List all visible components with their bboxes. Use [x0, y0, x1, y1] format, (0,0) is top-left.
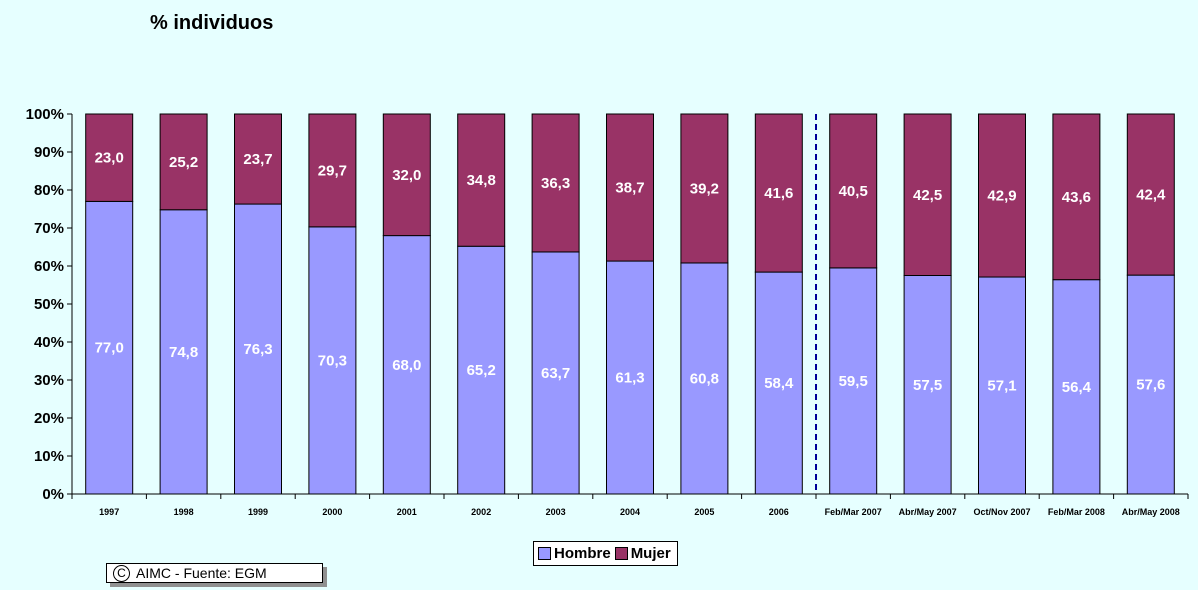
- value-label-mujer: 40,5: [839, 183, 868, 200]
- copyright-text: AIMC - Fuente: EGM: [136, 565, 267, 581]
- bar-hombre: [85, 200, 134, 495]
- value-label-mujer: 42,5: [913, 187, 942, 204]
- y-tick-label: 70%: [34, 220, 64, 237]
- value-label-hombre: 61,3: [615, 370, 644, 387]
- value-label-hombre: 74,8: [169, 344, 198, 361]
- value-label-hombre: 57,6: [1136, 377, 1165, 394]
- value-label-mujer: 23,7: [243, 151, 272, 168]
- y-tick-label: 90%: [34, 144, 64, 161]
- chart-title: % individuos: [150, 12, 274, 34]
- chart-axes: 0% 10% 20% 30% 40% 50% 60% 70% 80% 90% 100%: [26, 106, 1189, 503]
- legend-swatch-mujer: [614, 547, 628, 560]
- value-label-hombre: 57,1: [987, 378, 1016, 395]
- value-label-mujer: 36,3: [541, 175, 570, 192]
- y-tick-label: 0%: [42, 486, 64, 503]
- value-label-hombre: 58,4: [764, 375, 794, 392]
- value-label-mujer: 29,7: [318, 162, 347, 179]
- bar-hombre: [531, 251, 580, 495]
- bar-hombre: [1126, 274, 1175, 495]
- copyright-box: C AIMC - Fuente: EGM: [106, 563, 323, 583]
- bar-mujer: [978, 113, 1026, 278]
- value-label-hombre: 70,3: [318, 352, 347, 369]
- chart-plot: 0% 10% 20% 30% 40% 50% 60% 70% 80% 90% 100% 77,0 23…: [26, 106, 1189, 517]
- copyright-icon: C: [113, 564, 130, 582]
- bar-mujer: [606, 113, 654, 262]
- bar-mujer: [754, 113, 803, 273]
- x-tick-label: Feb/Mar 2007: [825, 507, 882, 517]
- x-tick-label: Abr/May 2007: [899, 507, 957, 517]
- bar-mujer: [903, 113, 952, 276]
- legend-label-mujer: Mujer: [630, 545, 671, 562]
- value-label-mujer: 43,6: [1062, 189, 1091, 206]
- bar-mujer: [159, 113, 208, 211]
- value-label-hombre: 57,5: [913, 377, 942, 394]
- bar-mujer: [457, 113, 506, 247]
- x-tick-label: 2005: [694, 507, 714, 517]
- x-tick-label: 1999: [248, 507, 268, 517]
- x-tick-label: Feb/Mar 2008: [1048, 507, 1105, 517]
- bar-hombre: [382, 235, 431, 495]
- value-label-hombre: 68,0: [392, 357, 421, 374]
- legend-swatch-hombre: [538, 547, 551, 560]
- legend-label-hombre: Hombre: [554, 545, 611, 562]
- bar-mujer: [531, 113, 580, 253]
- bar-hombre: [829, 267, 878, 495]
- value-label-mujer: 25,2: [169, 154, 198, 171]
- value-label-hombre: 77,0: [95, 340, 124, 357]
- x-tick-label: 2003: [546, 507, 566, 517]
- y-tick-label: 40%: [34, 334, 64, 351]
- x-tick-label: 1998: [174, 507, 194, 517]
- x-tick-label: Oct/Nov 2007: [973, 507, 1030, 517]
- bar-hombre: [457, 245, 506, 495]
- y-tick-label: 50%: [34, 296, 64, 313]
- bar-hombre: [159, 209, 208, 495]
- value-label-mujer: 32,0: [392, 167, 421, 184]
- value-label-hombre: 65,2: [467, 362, 496, 379]
- bar-mujer: [85, 113, 134, 202]
- y-tick-label: 60%: [34, 258, 64, 275]
- chart-labels: 77,0 23,0 1997 74,8 25,2 1998 76,3 23,7 1999 70,3…: [95, 150, 1180, 517]
- x-tick-label: 2000: [322, 507, 342, 517]
- x-tick-label: 2002: [471, 507, 491, 517]
- x-tick-label: 2004: [620, 507, 640, 517]
- value-label-mujer: 42,9: [987, 188, 1016, 205]
- bar-hombre: [606, 260, 654, 495]
- x-tick-label: 1997: [99, 507, 119, 517]
- value-label-mujer: 42,4: [1136, 187, 1166, 204]
- legend-item-mujer: Mujer: [614, 545, 671, 562]
- value-label-hombre: 56,4: [1062, 379, 1092, 396]
- bar-hombre: [680, 262, 729, 495]
- x-tick-label: Abr/May 2008: [1122, 507, 1180, 517]
- bar-hombre: [1052, 279, 1101, 495]
- bar-mujer: [382, 113, 431, 237]
- bar-hombre: [234, 203, 282, 495]
- chart-bars: [85, 113, 1175, 495]
- y-tick-label: 80%: [34, 182, 64, 199]
- x-tick-label: 2006: [769, 507, 789, 517]
- legend-item-hombre: Hombre: [538, 545, 611, 562]
- y-tick-label: 10%: [34, 448, 64, 465]
- y-tick-label: 20%: [34, 410, 64, 427]
- value-label-mujer: 38,7: [615, 180, 644, 197]
- bar-mujer: [680, 113, 729, 264]
- y-tick-label: 100%: [26, 106, 64, 123]
- bar-mujer: [234, 113, 282, 205]
- value-label-hombre: 60,8: [690, 370, 719, 387]
- bar-mujer: [829, 113, 878, 269]
- bar-hombre: [903, 275, 952, 495]
- bar-mujer: [1126, 113, 1175, 276]
- value-label-mujer: 34,8: [467, 172, 496, 189]
- y-tick-label: 30%: [34, 372, 64, 389]
- x-tick-label: 2001: [397, 507, 417, 517]
- value-label-hombre: 63,7: [541, 365, 570, 382]
- value-label-mujer: 41,6: [764, 185, 793, 202]
- legend: Hombre Mujer: [533, 541, 678, 566]
- bar-mujer: [308, 113, 357, 228]
- value-label-hombre: 59,5: [839, 373, 868, 390]
- bar-mujer: [1052, 113, 1101, 281]
- value-label-hombre: 76,3: [243, 341, 272, 358]
- value-label-mujer: 39,2: [690, 180, 719, 197]
- value-label-mujer: 23,0: [95, 150, 124, 167]
- bar-hombre: [308, 226, 357, 495]
